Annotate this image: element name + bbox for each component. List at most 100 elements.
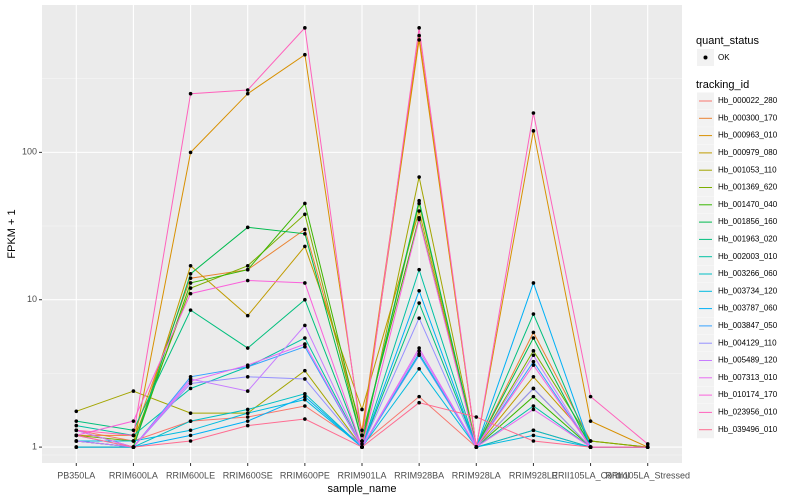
data-point (417, 209, 421, 213)
legend-label: OK (718, 53, 730, 62)
data-point (303, 244, 307, 249)
data-point (188, 91, 193, 96)
x-tick-label: RRII105LA_Stressed (605, 470, 690, 480)
data-point (474, 415, 479, 419)
x-tick-label: RRIM600SE (223, 470, 273, 480)
data-point (303, 342, 307, 346)
data-point (245, 263, 250, 268)
y-tick-label: 10 (27, 294, 37, 304)
data-point (417, 26, 421, 30)
data-point (360, 433, 364, 438)
data-point (417, 217, 421, 222)
legend-label: Hb_000963_010 (718, 131, 778, 140)
data-point (303, 212, 307, 217)
x-tick-label: RRIM600LA (109, 470, 158, 480)
data-point (131, 428, 136, 433)
data-point (303, 368, 307, 373)
data-point (303, 227, 307, 232)
data-point (131, 389, 136, 393)
data-point (188, 379, 193, 384)
data-point (588, 394, 593, 399)
x-tick-label: RRIM901LA (337, 470, 386, 480)
data-point (417, 346, 421, 350)
x-tick-label: RRIM600PE (280, 470, 330, 480)
data-point (303, 232, 307, 236)
data-point (417, 198, 421, 203)
data-point (303, 336, 307, 340)
legend-label: Hb_010174_170 (718, 390, 778, 399)
data-point (417, 33, 421, 38)
data-point (188, 308, 193, 312)
x-tick-label: RRIM928LE (509, 470, 558, 480)
data-point (360, 442, 364, 446)
data-point (245, 411, 250, 415)
data-point (531, 407, 536, 412)
data-point (531, 439, 536, 443)
data-point (245, 363, 250, 367)
data-point (417, 175, 421, 179)
legend-label: Hb_001856_160 (718, 217, 778, 226)
data-point (188, 428, 193, 433)
legend-label: Hb_000979_080 (718, 148, 778, 157)
data-point (74, 433, 79, 438)
y-tick-label: 100 (22, 147, 37, 157)
data-point (531, 330, 536, 335)
data-point (645, 445, 650, 449)
data-point (417, 394, 421, 399)
legend-title: tracking_id (696, 79, 749, 91)
data-point (245, 407, 250, 412)
data-point (417, 353, 421, 358)
legend-label: Hb_001369_620 (718, 183, 778, 192)
legend-label: Hb_002003_010 (718, 252, 778, 261)
y-tick-label: 1 (32, 441, 37, 451)
data-point (188, 411, 193, 415)
legend-label: Hb_003734_120 (718, 286, 778, 295)
data-point (74, 445, 79, 449)
legend-label: Hb_005489_120 (718, 356, 778, 365)
data-point (588, 445, 593, 449)
data-point (303, 201, 307, 206)
data-point (531, 336, 536, 340)
data-point (417, 301, 421, 305)
data-point (131, 439, 136, 443)
y-axis-title: FPKM + 1 (6, 209, 18, 258)
legend-label: Hb_003787_060 (718, 304, 778, 313)
legend-label: Hb_000022_280 (718, 96, 778, 105)
data-point (245, 389, 250, 393)
data-point (303, 26, 307, 30)
data-point (303, 394, 307, 399)
x-tick-label: RRIM928LA (452, 470, 501, 480)
legend-label: Hb_000300_170 (718, 113, 778, 122)
data-point (417, 349, 421, 353)
data-point (474, 445, 479, 449)
data-point (74, 419, 79, 423)
data-point (531, 129, 536, 133)
data-point (188, 291, 193, 296)
data-point (245, 419, 250, 423)
data-point (245, 267, 250, 272)
data-point (531, 363, 536, 367)
data-point (531, 359, 536, 364)
data-point (188, 433, 193, 438)
data-point (188, 271, 193, 276)
x-axis-title: sample_name (327, 483, 396, 495)
data-point (360, 407, 364, 412)
data-point (188, 286, 193, 290)
data-point (303, 404, 307, 408)
data-point (645, 442, 650, 446)
data-point (531, 433, 536, 438)
data-point (245, 88, 250, 92)
data-point (303, 281, 307, 285)
legend-label: Hb_004129_110 (718, 338, 777, 347)
data-point (188, 281, 193, 285)
data-point (303, 391, 307, 396)
data-point (531, 386, 536, 391)
data-point (74, 428, 79, 433)
data-point (531, 349, 536, 353)
legend-label: Hb_003847_050 (718, 321, 778, 330)
data-point (588, 419, 593, 423)
data-point (245, 346, 250, 350)
data-point (360, 445, 364, 449)
data-point (417, 38, 421, 42)
